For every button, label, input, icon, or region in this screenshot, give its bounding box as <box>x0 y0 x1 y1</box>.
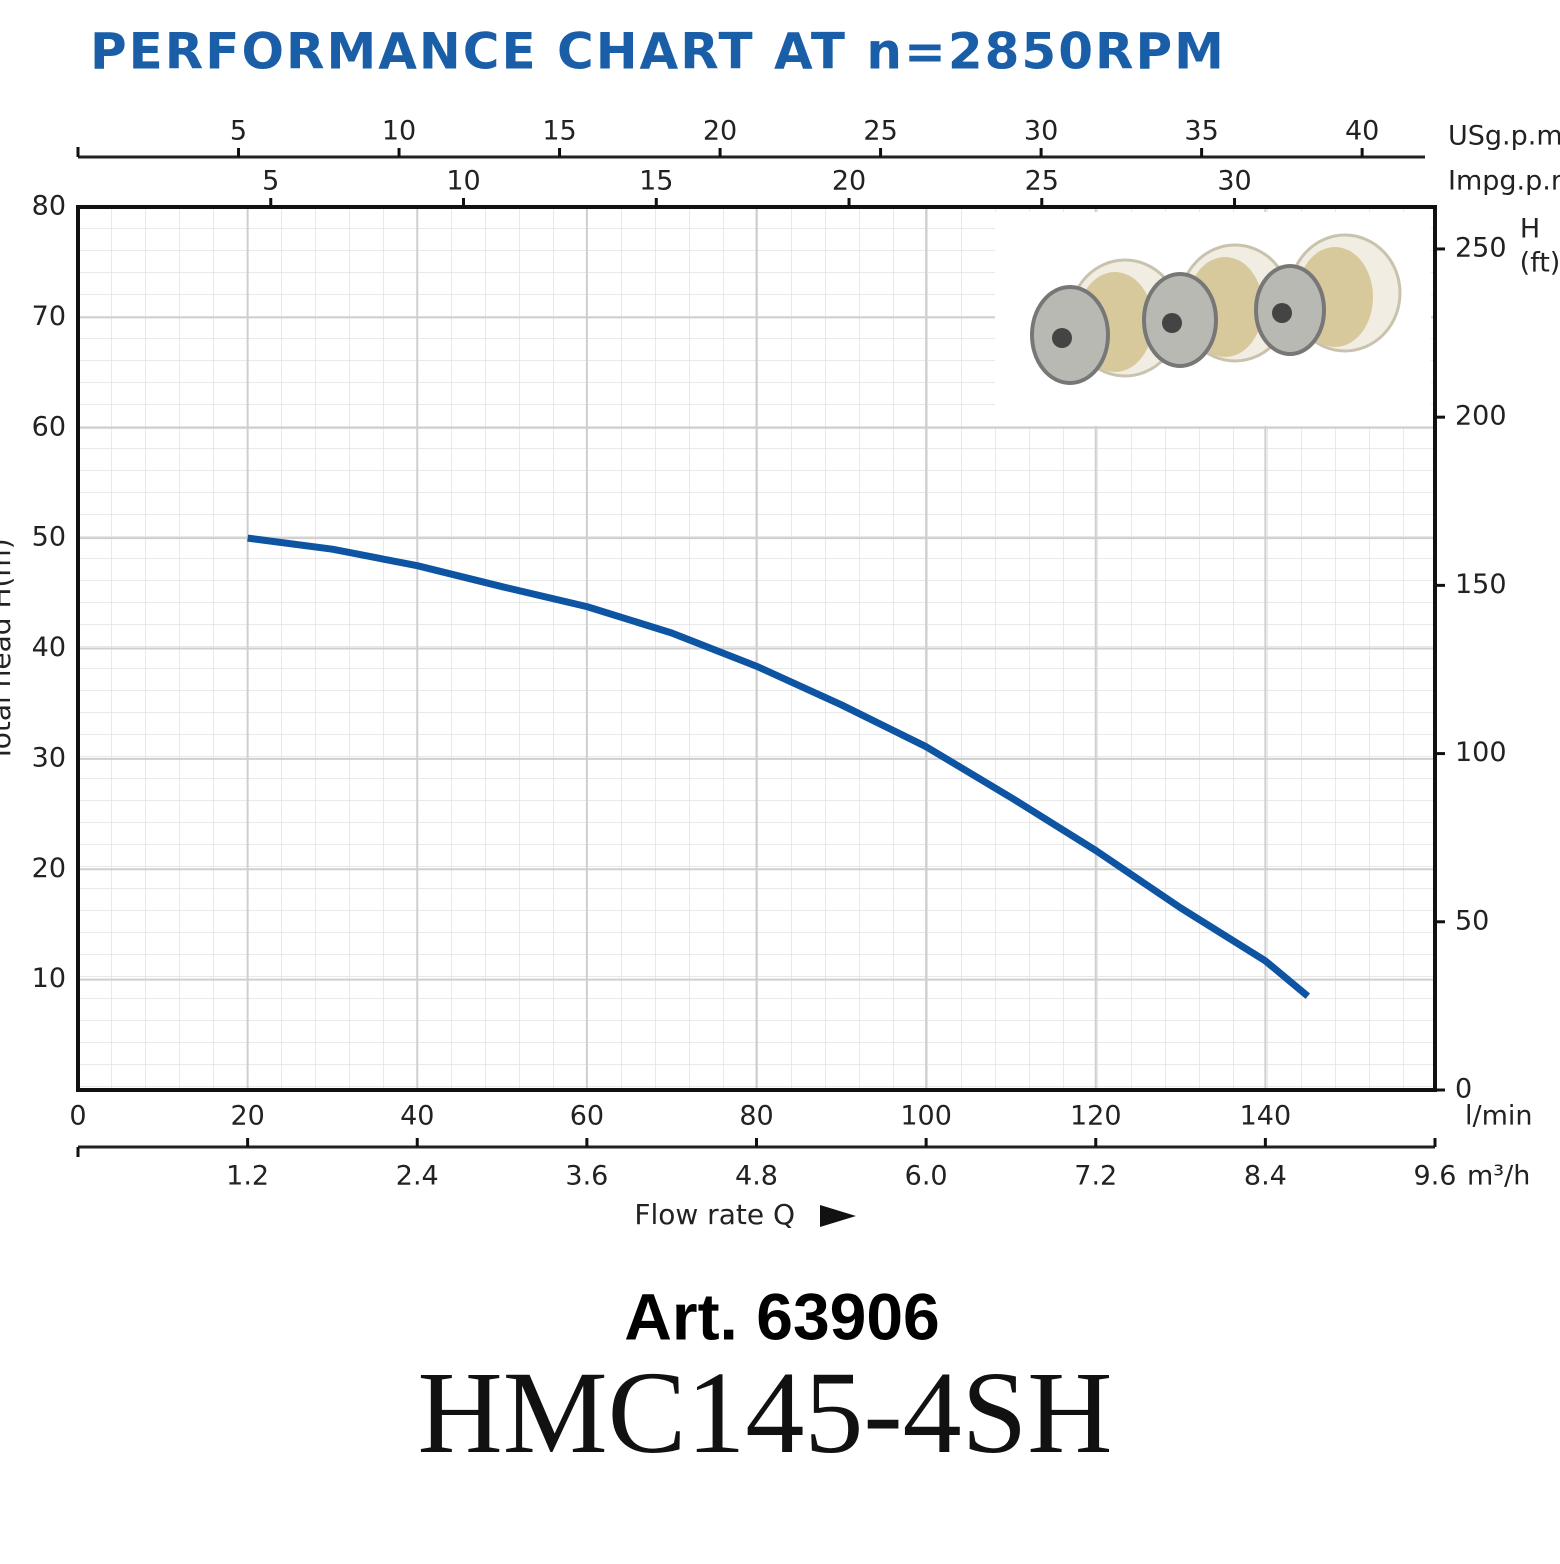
y2-tick-label: 50 <box>1455 905 1489 936</box>
y-tick-label: 40 <box>32 632 66 663</box>
y-tick-label: 80 <box>32 191 66 222</box>
secondary-x-tick-label: 6.0 <box>905 1161 948 1192</box>
y2-label: H <box>1520 214 1540 245</box>
chart-title: PERFORMANCE CHART AT n=2850RPM <box>90 23 1226 81</box>
secondary-x-tick-label: 5 <box>230 116 247 147</box>
x-unit: l/min <box>1465 1101 1533 1132</box>
y2-tick-label: 150 <box>1455 569 1507 600</box>
secondary-x-tick-label: 20 <box>832 166 866 197</box>
secondary-x-tick-label: 5 <box>262 166 279 197</box>
y-axis-label: Total head H(m) <box>0 538 17 762</box>
secondary-x-tick-label: 3.6 <box>565 1161 608 1192</box>
arrow <box>820 1205 856 1227</box>
y-tick-label: 20 <box>32 853 66 884</box>
secondary-x-tick-label: 10 <box>446 166 480 197</box>
secondary-x-tick-label: 30 <box>1217 166 1251 197</box>
secondary-x-tick-label: 30 <box>1024 116 1058 147</box>
secondary-x-tick-label: 10 <box>382 116 416 147</box>
x-tick-label: 100 <box>900 1101 952 1132</box>
x-axis-label: Flow rate Q <box>634 1198 795 1231</box>
secondary-x-tick-label: 4.8 <box>735 1161 778 1192</box>
secondary-x-tick-label: 2.4 <box>396 1161 439 1192</box>
secondary-x-tick-label: 8.4 <box>1244 1161 1287 1192</box>
model: HMC145-4SH <box>418 1347 1113 1478</box>
secondary-x-tick-label: 40 <box>1345 116 1379 147</box>
y-tick-label: 70 <box>32 301 66 332</box>
y-tick-label: 60 <box>32 411 66 442</box>
secondary-x-tick-label: 20 <box>703 116 737 147</box>
secondary-x-unit: Impg.p.m. <box>1448 166 1560 197</box>
plot-frame <box>76 205 1437 1092</box>
x-tick-label: 60 <box>570 1101 604 1132</box>
y2-tick-label: 200 <box>1455 401 1507 432</box>
y-tick-label: 50 <box>32 522 66 553</box>
impeller-image <box>995 212 1431 426</box>
secondary-x-tick-label: 15 <box>542 116 576 147</box>
y2-label: (ft) <box>1520 248 1560 279</box>
x-tick-label: 20 <box>230 1101 264 1132</box>
x-tick-label: 40 <box>400 1101 434 1132</box>
y2-tick-label: 250 <box>1455 232 1507 263</box>
article: Art. 63906 <box>624 1279 940 1353</box>
secondary-x-tick-label: 1.2 <box>226 1161 269 1192</box>
curve <box>247 534 1311 999</box>
x-tick-label: 0 <box>69 1101 86 1132</box>
secondary-x-unit: m³/h <box>1467 1161 1530 1192</box>
secondary-x-tick-label: 25 <box>863 116 897 147</box>
secondary-x-unit: USg.p.m. <box>1448 121 1560 152</box>
x-tick-label: 80 <box>739 1101 773 1132</box>
secondary-x-tick-label: 25 <box>1025 166 1059 197</box>
y2-tick-label: 0 <box>1455 1074 1472 1105</box>
secondary-x-tick-label: 9.6 <box>1414 1161 1457 1192</box>
x-tick-label: 120 <box>1070 1101 1122 1132</box>
y-tick-label: 10 <box>32 963 66 994</box>
x-tick-label: 140 <box>1240 1101 1292 1132</box>
secondary-x-tick-label: 35 <box>1184 116 1218 147</box>
secondary-x-tick-label: 7.2 <box>1074 1161 1117 1192</box>
y2-tick-label: 100 <box>1455 737 1507 768</box>
y-tick-label: 30 <box>32 742 66 773</box>
secondary-x-tick-label: 15 <box>639 166 673 197</box>
